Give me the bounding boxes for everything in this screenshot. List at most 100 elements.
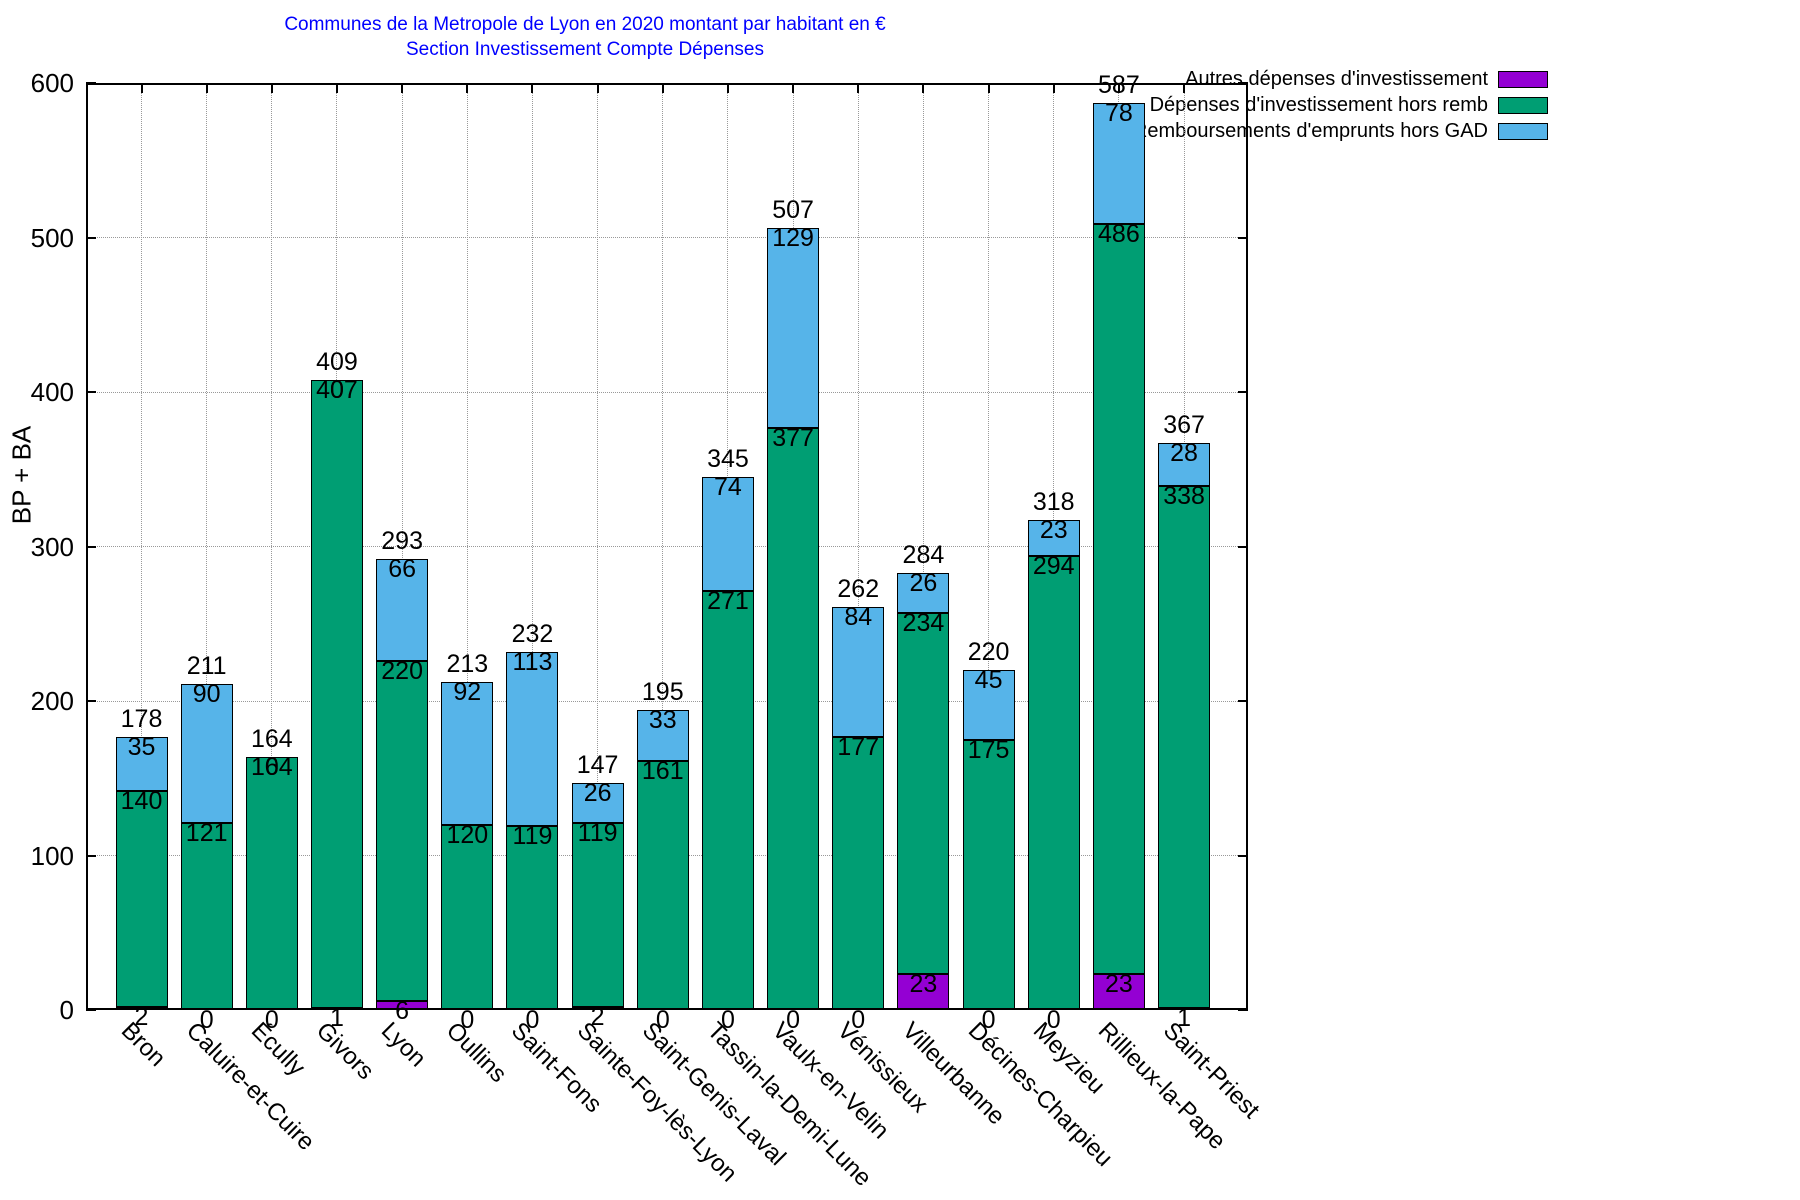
gridline-vertical — [141, 83, 142, 1010]
total-value-label: 284 — [902, 540, 945, 569]
segment-value-label: 0 — [981, 1006, 996, 1034]
bar-segment — [1027, 555, 1080, 1010]
y-tick-mark — [86, 854, 96, 857]
segment-value-label: 1 — [330, 1004, 344, 1033]
segment-value-label: 0 — [264, 752, 279, 781]
gridline-vertical — [857, 83, 859, 1010]
y-tick-label: 0 — [59, 995, 74, 1025]
bar-segment — [897, 974, 950, 1010]
bar-segment — [701, 591, 754, 1010]
segment-value-label: 35 — [127, 732, 156, 761]
bar-segment — [832, 606, 885, 737]
segment-value-label: 23 — [1104, 970, 1133, 999]
bar-segment — [441, 824, 494, 1010]
total-value-label: 318 — [1032, 488, 1075, 517]
bar-segment — [767, 228, 820, 428]
bar-segment — [1158, 442, 1211, 487]
total-value-label: 147 — [576, 750, 619, 779]
legend-swatch — [1498, 96, 1548, 114]
y-tick-label: 600 — [30, 68, 74, 98]
x-tick-mark — [596, 83, 599, 93]
segment-value-label: 164 — [250, 752, 293, 781]
gridline-vertical — [206, 83, 208, 1010]
bar-segment — [310, 379, 363, 1009]
y-tick-label: 400 — [30, 377, 74, 407]
chart-title-line2: Section Investissement Compte Dépenses — [405, 39, 764, 60]
bar-segment — [115, 736, 168, 791]
total-value-label: 367 — [1163, 410, 1205, 439]
segment-value-label: 0 — [1046, 1006, 1061, 1034]
segment-value-label: 78 — [1104, 99, 1133, 128]
segment-value-label: 220 — [381, 656, 423, 685]
x-tick-mark — [205, 83, 208, 93]
total-value-label: 507 — [772, 196, 814, 225]
gridline-vertical — [466, 83, 468, 1010]
bar-segment — [180, 684, 233, 824]
segment-value-label: 407 — [316, 375, 358, 404]
segment-value-label: 45 — [974, 666, 1003, 695]
y-tick-mark — [1238, 854, 1248, 857]
segment-value-label: 338 — [1163, 482, 1205, 511]
gridline-horizontal — [86, 237, 1248, 238]
chart-title-line1: Communes de la Metropole de Lyon en 2020… — [284, 14, 886, 35]
segment-value-label: 92 — [453, 678, 482, 707]
y-axis-label: BP + BA — [6, 425, 37, 525]
x-tick-mark — [270, 83, 273, 93]
total-value-label: 178 — [120, 704, 163, 733]
bar-segment — [1092, 103, 1145, 224]
gridline-horizontal — [86, 391, 1248, 393]
gridline-vertical — [922, 83, 924, 1010]
segment-value-label: 119 — [512, 822, 553, 851]
segment-value-label: 140 — [120, 786, 163, 815]
bar-segment — [115, 790, 168, 1007]
segment-value-label: 0 — [851, 1006, 866, 1034]
segment-value-label: 0 — [786, 1006, 801, 1034]
bar-segment — [506, 826, 559, 1010]
bar-segment — [1092, 974, 1145, 1010]
total-value-label: 213 — [446, 650, 489, 679]
legend-label: Autres dépenses d'investissement — [1185, 67, 1488, 90]
segment-value-label: 66 — [388, 554, 417, 583]
chart-title: Communes de la Metropole de Lyon en 2020… — [235, 12, 935, 62]
x-tick-mark — [140, 83, 143, 93]
legend-swatch — [1498, 122, 1548, 140]
gridline-vertical — [271, 83, 273, 1010]
segment-value-label: 0 — [264, 1006, 279, 1034]
bar-segment — [571, 823, 624, 1007]
bar-segment — [962, 670, 1015, 740]
segment-value-label: 175 — [967, 735, 1010, 764]
bar-segment — [180, 823, 233, 1010]
total-value-label: 220 — [967, 638, 1010, 667]
segment-value-label: 1 — [1177, 1004, 1191, 1033]
bar-segment — [441, 682, 494, 825]
x-tick-mark — [1052, 83, 1055, 93]
x-tick-mark — [987, 83, 990, 93]
gridline-vertical — [988, 83, 990, 1010]
segment-value-label: 0 — [199, 1006, 214, 1034]
gridline-horizontal — [86, 546, 1248, 547]
segment-value-label: 23 — [1039, 516, 1068, 545]
x-tick-mark — [401, 83, 404, 93]
y-tick-label: 300 — [30, 531, 74, 562]
total-value-label: 293 — [381, 526, 423, 555]
bar-segment — [571, 782, 624, 824]
bar-segment — [767, 427, 820, 1010]
segment-value-label: 177 — [837, 732, 880, 761]
y-tick-mark — [86, 236, 96, 239]
segment-value-label: 234 — [902, 608, 945, 637]
legend: Autres dépenses d'investissement Dépenses… — [1133, 66, 1548, 144]
bar-segment — [701, 476, 754, 592]
total-value-label: 232 — [511, 619, 554, 648]
segment-value-label: 26 — [909, 568, 938, 597]
bar-segment — [636, 710, 689, 762]
bar-segment — [832, 736, 885, 1010]
legend-label: Remboursements d'emprunts hors GAD — [1132, 119, 1488, 142]
y-tick-mark — [1238, 700, 1248, 702]
segment-value-label: 486 — [1098, 219, 1140, 248]
segment-value-label: 271 — [707, 587, 749, 616]
segment-value-label: 28 — [1170, 438, 1198, 467]
gridline-vertical — [531, 83, 533, 1010]
gridline-vertical — [597, 83, 599, 1010]
segment-value-label: 0 — [720, 1006, 735, 1034]
x-tick-mark — [922, 83, 925, 93]
